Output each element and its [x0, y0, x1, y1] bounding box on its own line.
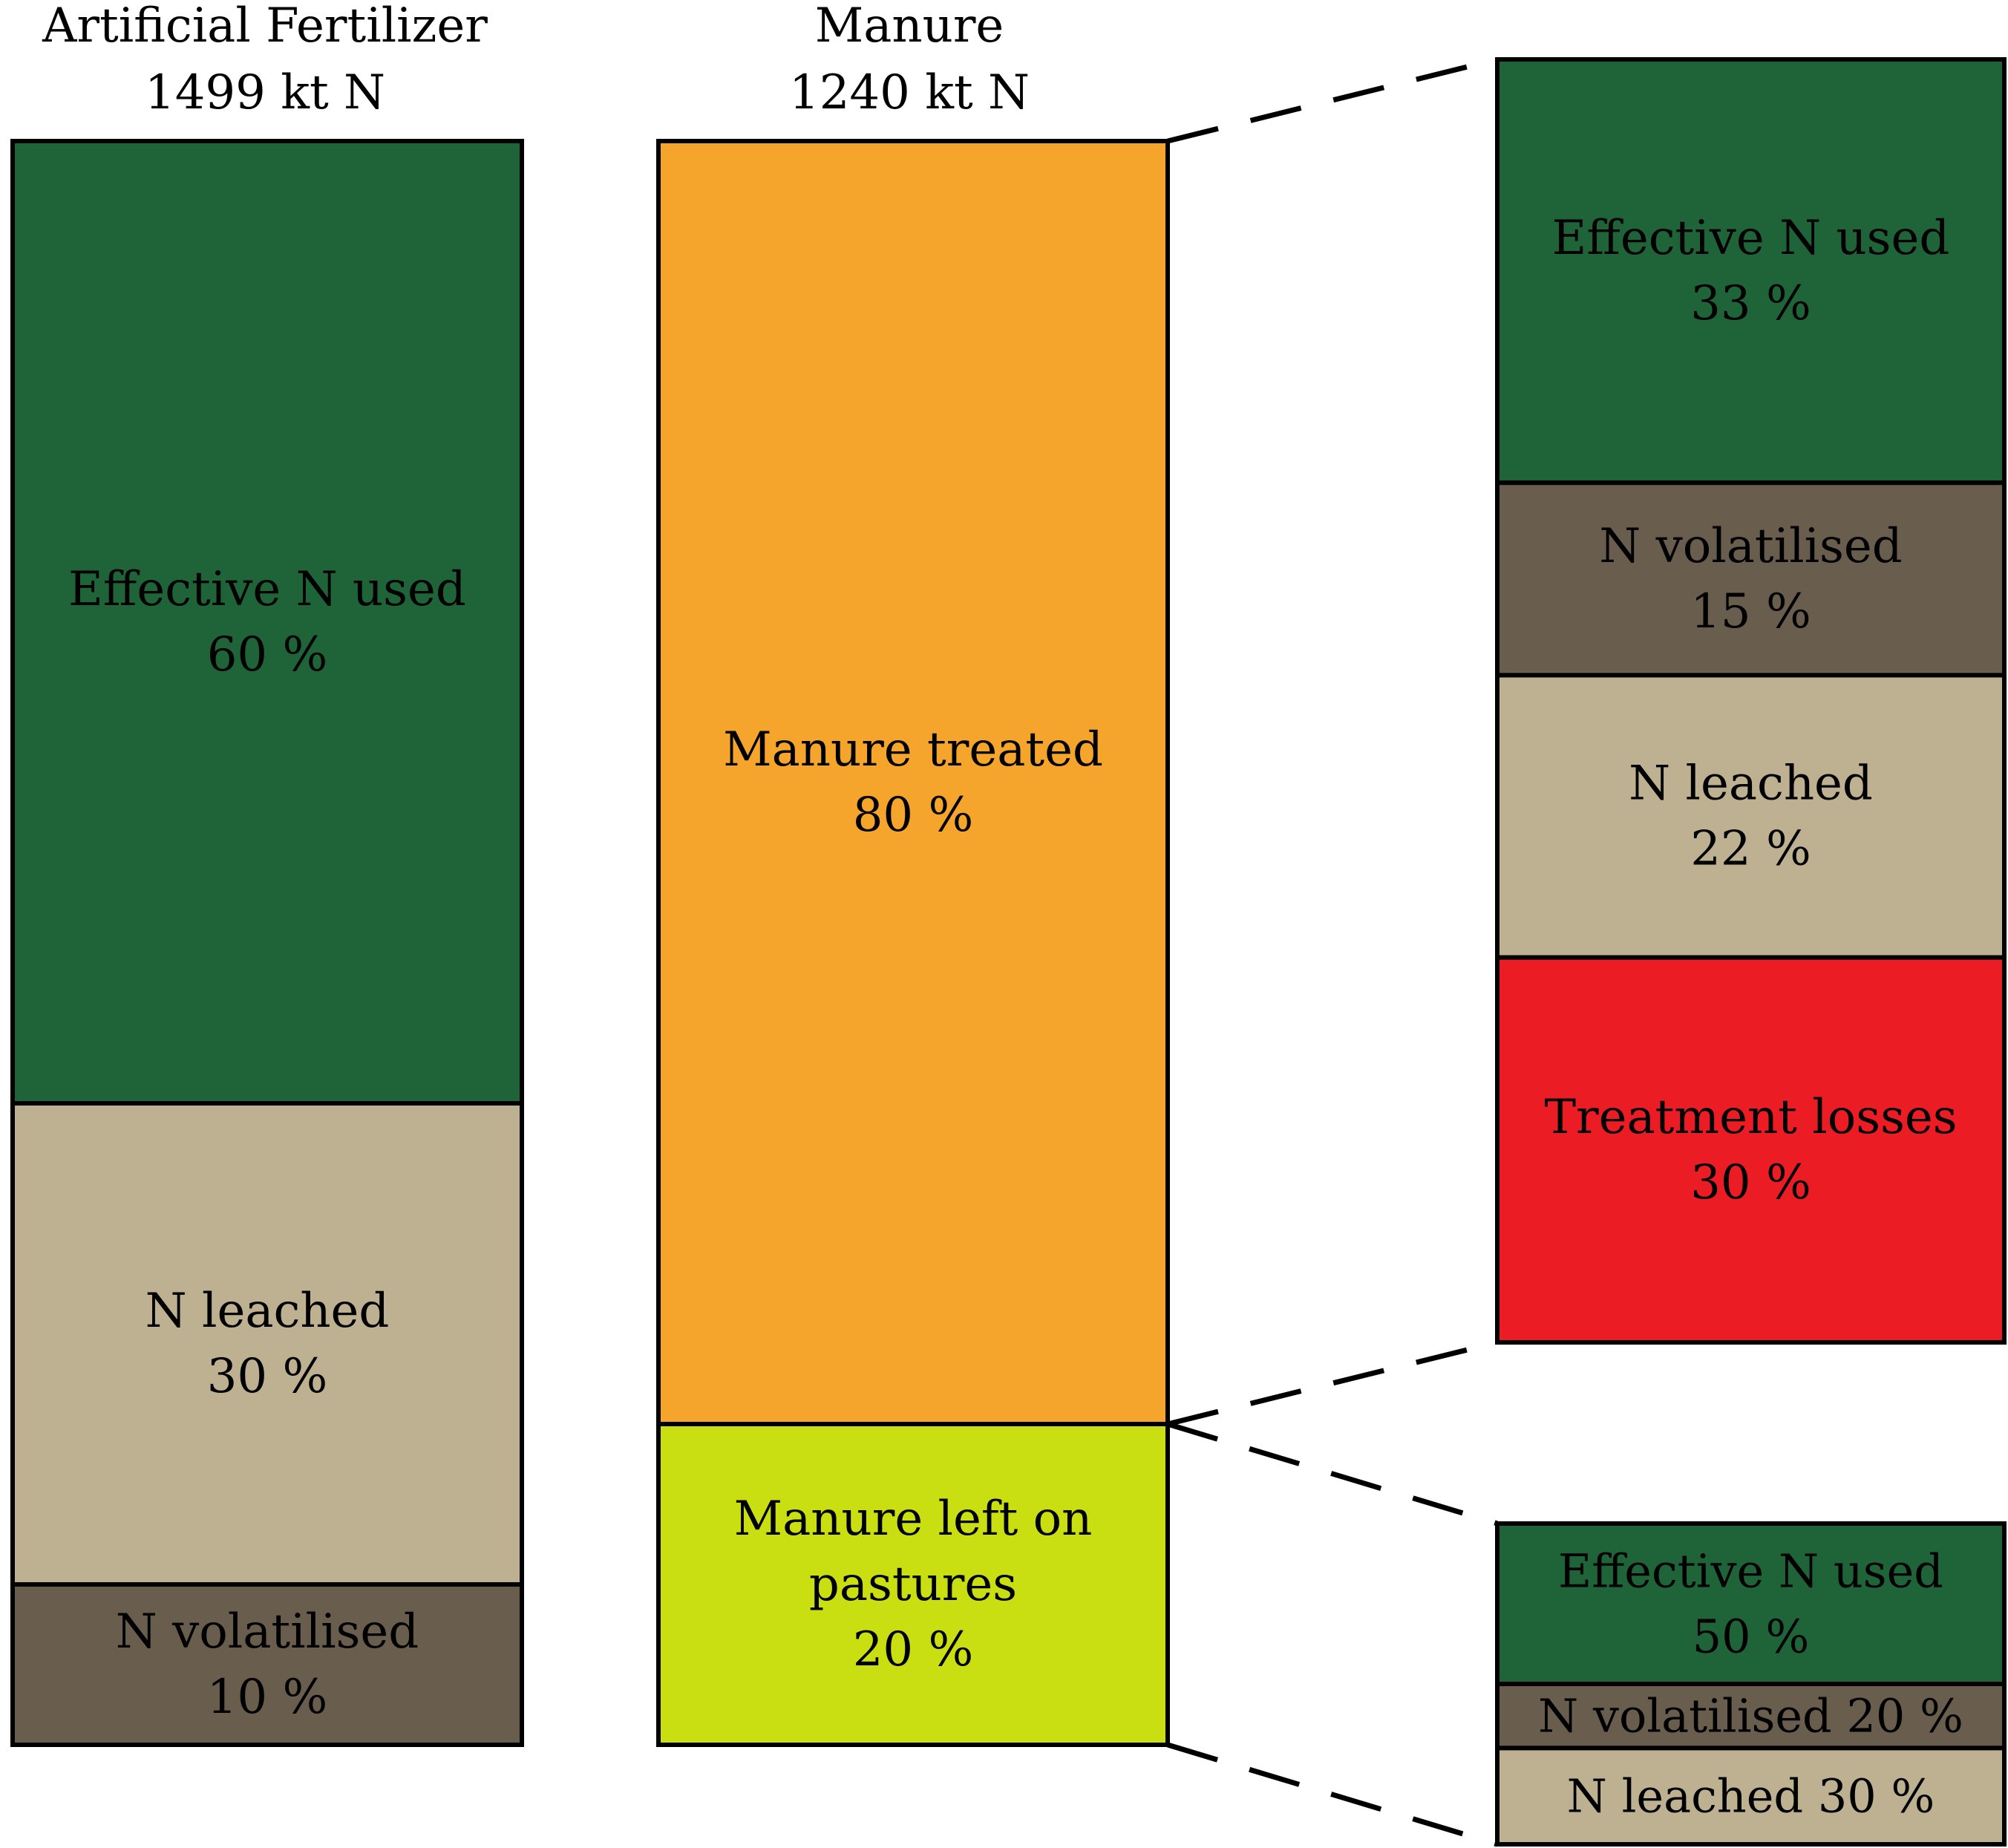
pasture-segment-n-volatilised-20 — [1495, 1682, 2007, 1751]
artificial-label-n-leached-line1: N leached — [145, 1284, 390, 1339]
treated-label-effective-n-used-line2: 33 % — [1690, 276, 1811, 331]
manure-title-line1: Manure — [815, 0, 1004, 53]
treated-segment-treatment-losses — [1495, 955, 2007, 1345]
connector-pasture-top — [1166, 1421, 1499, 1527]
manure-segment-manure-treated — [656, 139, 1170, 1426]
artificial-label-effective-n-used-line2: 60 % — [207, 627, 328, 682]
artificial-segment-n-volatilised — [10, 1582, 524, 1747]
treated-segment-effective-n-used — [1495, 57, 2007, 486]
manure-label-manure-left-on-line1: Manure left on — [734, 1492, 1093, 1547]
artificial-segment-n-leached — [10, 1101, 524, 1587]
artificial-label-n-volatilised-line1: N volatilised — [116, 1604, 419, 1659]
treated-label-effective-n-used-line1: Effective N used — [1552, 211, 1950, 266]
treated-label-n-leached-line1: N leached — [1629, 757, 1873, 812]
manure-label-manure-left-on-line3: 20 % — [853, 1622, 974, 1677]
connector-treated-bottom — [1167, 1339, 1498, 1427]
pasture-label-effective-n-used-line2: 50 % — [1693, 1610, 1810, 1664]
connector-lines — [1166, 56, 1499, 1847]
treated-label-n-volatilised-line1: N volatilised — [1599, 519, 1902, 574]
pasture-label-n-leached-30-line1: N leached 30 % — [1567, 1769, 1935, 1823]
treated-label-n-leached-line2: 22 % — [1690, 822, 1811, 877]
manure-label-manure-treated-line1: Manure treated — [723, 722, 1103, 777]
pasture-segment-n-leached-30 — [1495, 1746, 2007, 1847]
manure-segment-manure-left-on — [656, 1422, 1170, 1747]
treated-segment-n-volatilised — [1495, 480, 2007, 678]
connector-treated-top — [1167, 56, 1498, 144]
manure-label-manure-left-on-line2: pastures — [809, 1557, 1017, 1612]
artificial-segment-effective-n-used — [10, 139, 524, 1106]
artificial-label-n-volatilised-line2: 10 % — [207, 1670, 328, 1725]
manure-title-line2: 1240 kt N — [789, 65, 1030, 120]
artificial-title-line1: Artificial Fertilizer — [42, 0, 488, 53]
artificial-label-n-leached-line2: 30 % — [207, 1349, 328, 1404]
artificial-title-line2: 1499 kt N — [145, 65, 385, 120]
stacked-bars: Effective N used 60 % N leached 30 % N volat… — [10, 57, 2007, 1847]
treated-label-n-volatilised-line2: 15 % — [1690, 584, 1811, 639]
pasture-label-effective-n-used-line1: Effective N used — [1558, 1544, 1943, 1599]
treated-label-treatment-losses-line1: Treatment losses — [1544, 1090, 1957, 1145]
treated-label-treatment-losses-line2: 30 % — [1690, 1155, 1811, 1210]
artificial-label-effective-n-used-line1: Effective N used — [68, 562, 466, 617]
pasture-segment-effective-n-used — [1495, 1521, 2007, 1686]
pasture-label-n-volatilised-20-line1: N volatilised 20 % — [1538, 1689, 1963, 1743]
connector-pasture-bottom — [1166, 1742, 1499, 1847]
treated-segment-n-leached — [1495, 673, 2007, 960]
manure-label-manure-treated-line2: 80 % — [853, 788, 974, 843]
